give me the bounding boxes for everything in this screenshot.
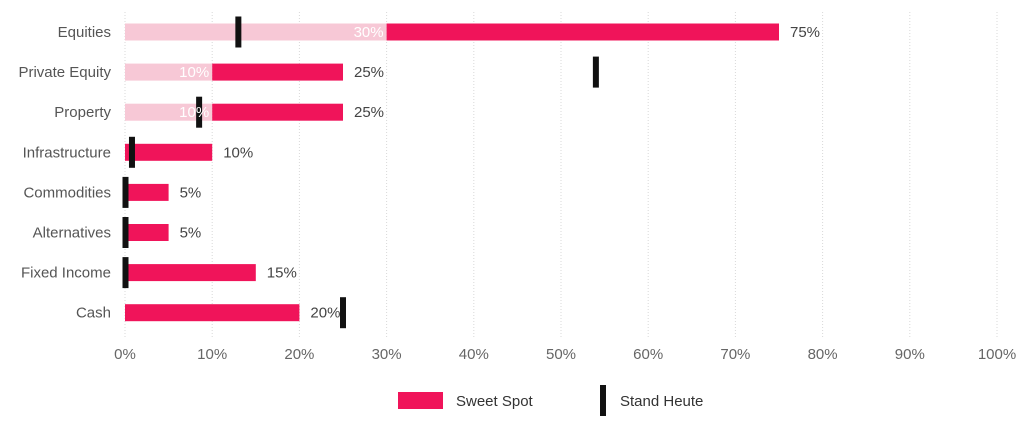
- x-tick-label: 40%: [459, 346, 489, 363]
- x-tick-label: 90%: [895, 346, 925, 363]
- x-tick-label: 50%: [546, 346, 576, 363]
- category-label-alternatives: Alternatives: [33, 225, 111, 242]
- bars: [125, 23, 779, 322]
- x-tick-label: 20%: [284, 346, 314, 363]
- category-label-property: Property: [54, 104, 111, 121]
- sweet-spot-min-bar-private-equity: [125, 63, 213, 81]
- sweet-spot-bar-cash: [125, 304, 300, 322]
- sweet-spot-bar-infrastructure: [125, 143, 213, 161]
- x-tick-label: 0%: [114, 346, 136, 363]
- stand-heute-marker-property: [196, 96, 203, 128]
- legend-sweet-spot-label: Sweet Spot: [456, 393, 534, 410]
- x-tick-label: 60%: [633, 346, 663, 363]
- stand-heute-marker-commodities: [122, 176, 129, 208]
- sweet-spot-max-label: 5%: [180, 225, 202, 242]
- x-tick-label: 70%: [720, 346, 750, 363]
- sweet-spot-min-label: 10%: [179, 104, 209, 121]
- category-label-private-equity: Private Equity: [18, 64, 111, 81]
- category-label-commodities: Commodities: [23, 184, 111, 201]
- sweet-spot-bar-alternatives: [125, 224, 169, 241]
- category-label-equities: Equities: [58, 24, 111, 41]
- x-tick-label: 10%: [197, 346, 227, 363]
- legend: Sweet Spot Stand Heute: [398, 385, 703, 416]
- sweet-spot-bar-property: [212, 103, 343, 121]
- sweet-spot-bar-equities: [386, 23, 779, 41]
- sweet-spot-max-label: 10%: [223, 144, 253, 161]
- stand-heute-marker-equities: [235, 16, 242, 48]
- stand-heute-marker-private-equity: [592, 56, 599, 88]
- sweet-spot-min-bar-property: [125, 103, 213, 121]
- stand-heute-marker-infrastructure: [128, 136, 135, 168]
- sweet-spot-max-label: 75%: [790, 24, 820, 41]
- legend-stand-heute-swatch: [600, 385, 606, 416]
- sweet-spot-max-label: 25%: [354, 104, 384, 121]
- category-label-fixed-income: Fixed Income: [21, 265, 111, 282]
- sweet-spot-bar-commodities: [125, 183, 169, 201]
- sweet-spot-bar-fixed-income: [125, 264, 256, 282]
- category-label-cash: Cash: [76, 305, 111, 322]
- sweet-spot-min-label: 30%: [354, 24, 384, 41]
- category-label-infrastructure: Infrastructure: [23, 144, 111, 161]
- legend-stand-heute-label: Stand Heute: [620, 393, 703, 410]
- sweet-spot-max-label: 20%: [310, 305, 340, 322]
- sweet-spot-min-label: 10%: [179, 64, 209, 81]
- grid-lines: [124, 12, 998, 337]
- stand-heute-marker-cash: [340, 297, 346, 329]
- x-tick-label: 80%: [808, 346, 838, 363]
- sweet-spot-max-label: 15%: [267, 265, 297, 282]
- legend-sweet-spot-swatch: [398, 392, 443, 409]
- stand-heute-markers: [122, 16, 599, 329]
- sweet-spot-max-label: 25%: [354, 64, 384, 81]
- sweet-spot-bar-private-equity: [212, 63, 343, 81]
- sweet-spot-max-label: 5%: [180, 184, 202, 201]
- sweet-spot-min-bar-equities: [125, 23, 387, 41]
- stand-heute-marker-fixed-income: [122, 257, 129, 289]
- labels: 0% 10% 20% 30% 40% 50% 60% 70% 80% 90% 100% Equitie…: [18, 24, 1016, 363]
- x-tick-label: 30%: [372, 346, 402, 363]
- stand-heute-marker-alternatives: [122, 217, 129, 248]
- x-tick-label: 100%: [978, 346, 1016, 363]
